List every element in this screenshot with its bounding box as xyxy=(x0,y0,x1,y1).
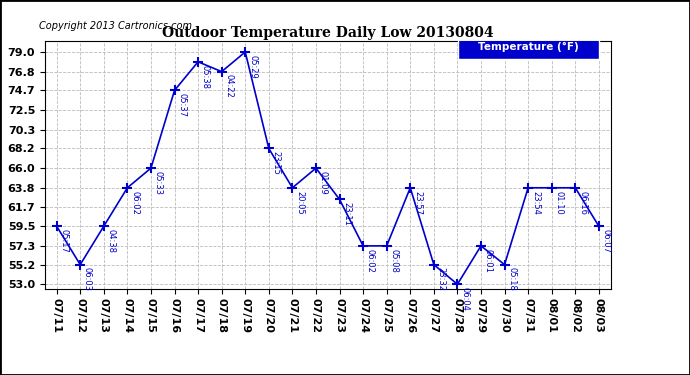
Text: 20:05: 20:05 xyxy=(295,190,304,214)
Title: Outdoor Temperature Daily Low 20130804: Outdoor Temperature Daily Low 20130804 xyxy=(162,26,493,40)
Text: 23:32: 23:32 xyxy=(437,267,446,291)
Text: 06:02: 06:02 xyxy=(366,249,375,273)
Text: 05:37: 05:37 xyxy=(177,93,186,117)
Text: 05:38: 05:38 xyxy=(201,64,210,88)
Text: 06:02: 06:02 xyxy=(130,190,139,214)
Text: 06:04: 06:04 xyxy=(460,287,469,311)
Text: 04:38: 04:38 xyxy=(106,229,115,253)
Text: 06:16: 06:16 xyxy=(578,190,587,214)
Text: Temperature (°F): Temperature (°F) xyxy=(478,42,579,52)
Text: 05:33: 05:33 xyxy=(154,171,163,195)
Text: 05:17: 05:17 xyxy=(59,229,68,253)
Text: 23:54: 23:54 xyxy=(531,190,540,214)
Text: 06:01: 06:01 xyxy=(484,249,493,273)
Text: 06:03: 06:03 xyxy=(83,267,92,291)
Text: 06:07: 06:07 xyxy=(602,229,611,253)
Text: 05:08: 05:08 xyxy=(389,249,398,273)
Text: 05:18: 05:18 xyxy=(507,267,516,291)
Text: Copyright 2013 Cartronics.com: Copyright 2013 Cartronics.com xyxy=(39,21,193,32)
Text: 05:29: 05:29 xyxy=(248,55,257,78)
Text: 23:11: 23:11 xyxy=(342,202,351,226)
Text: 23:15: 23:15 xyxy=(272,151,281,175)
Text: 01:09: 01:09 xyxy=(319,171,328,195)
FancyBboxPatch shape xyxy=(458,36,600,58)
Text: 23:57: 23:57 xyxy=(413,190,422,214)
Text: 01:10: 01:10 xyxy=(555,190,564,214)
Text: 04:22: 04:22 xyxy=(224,74,233,98)
